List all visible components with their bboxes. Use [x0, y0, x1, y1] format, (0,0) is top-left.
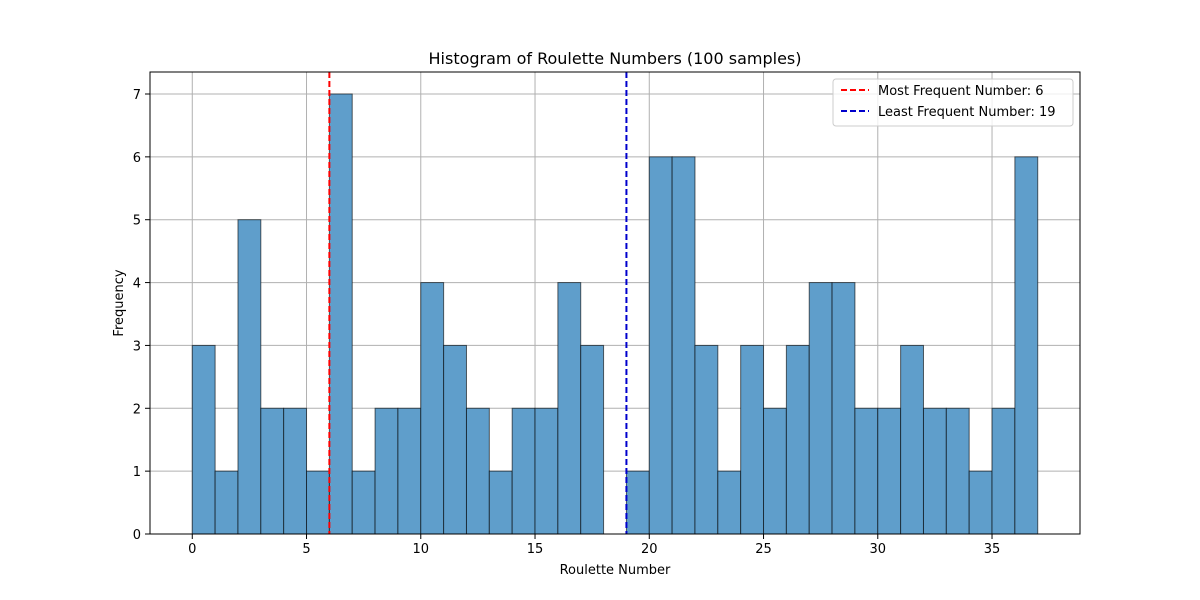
x-axis-ticks: 0 5 10 15 20 25 30 35 — [188, 534, 1000, 557]
x-tick-label: 20 — [641, 542, 658, 557]
histogram-bar — [283, 407, 308, 535]
histogram-bar — [808, 282, 833, 535]
histogram-bar — [991, 407, 1016, 535]
histogram-bar — [945, 407, 970, 535]
y-axis-label: Frequency — [112, 269, 127, 336]
histogram-bar — [877, 407, 902, 535]
histogram-bar — [648, 156, 673, 535]
histogram-bar — [785, 344, 810, 535]
x-tick-label: 5 — [302, 542, 310, 557]
y-tick-label: 4 — [133, 277, 141, 292]
histogram-bar — [374, 407, 399, 535]
histogram-bar — [831, 282, 856, 535]
y-tick-label: 5 — [133, 214, 141, 229]
histogram-bar — [306, 470, 330, 535]
x-tick-label: 15 — [527, 542, 544, 557]
legend-label-least-frequent: Least Frequent Number: 19 — [878, 105, 1056, 120]
histogram-bar — [580, 344, 605, 535]
histogram-bar — [397, 407, 422, 535]
legend: Most Frequent Number: 6 Least Frequent N… — [832, 78, 1074, 127]
histogram-bar — [260, 407, 285, 535]
histogram-bar — [922, 407, 947, 535]
histogram-bar — [443, 344, 467, 535]
y-tick-label: 7 — [133, 88, 141, 103]
histogram-bar — [694, 344, 719, 535]
y-tick-label: 3 — [133, 339, 141, 354]
histogram-bar — [717, 470, 742, 535]
x-tick-label: 35 — [984, 542, 1001, 557]
histogram-bar — [328, 93, 353, 535]
histogram-bars — [191, 93, 1039, 535]
x-tick-label: 0 — [188, 542, 196, 557]
histogram-bar — [420, 282, 445, 535]
histogram-bar — [900, 344, 924, 535]
y-tick-label: 0 — [133, 528, 141, 543]
histogram-bar — [968, 470, 993, 535]
histogram-bar — [671, 156, 696, 535]
histogram-bar — [1014, 156, 1039, 535]
histogram-bar — [763, 407, 787, 535]
x-tick-label: 10 — [413, 542, 430, 557]
histogram-bar — [511, 407, 536, 535]
histogram-bar — [214, 470, 239, 535]
histogram-bar — [351, 470, 376, 535]
histogram-bar — [488, 470, 513, 535]
chart-title: Histogram of Roulette Numbers (100 sampl… — [429, 49, 802, 68]
y-tick-label: 6 — [133, 151, 141, 166]
histogram-bar — [465, 407, 490, 535]
histogram-bar — [534, 407, 559, 535]
histogram-bar — [854, 407, 879, 535]
x-tick-label: 25 — [755, 542, 772, 557]
reference-lines — [328, 72, 628, 534]
x-tick-label: 30 — [870, 542, 887, 557]
histogram-bar — [625, 470, 650, 535]
y-axis-ticks: 0 1 2 3 4 5 6 7 — [133, 88, 150, 543]
legend-box — [832, 78, 1074, 127]
histogram-bar — [557, 282, 582, 535]
histogram-bar — [740, 344, 765, 535]
histogram-bar — [237, 219, 262, 535]
legend-label-most-frequent: Most Frequent Number: 6 — [878, 84, 1044, 99]
plot-area-frame — [149, 71, 1081, 535]
x-axis-label: Roulette Number — [560, 563, 671, 578]
y-tick-label: 2 — [133, 402, 141, 417]
histogram-bar — [191, 344, 216, 535]
y-tick-label: 1 — [133, 465, 141, 480]
